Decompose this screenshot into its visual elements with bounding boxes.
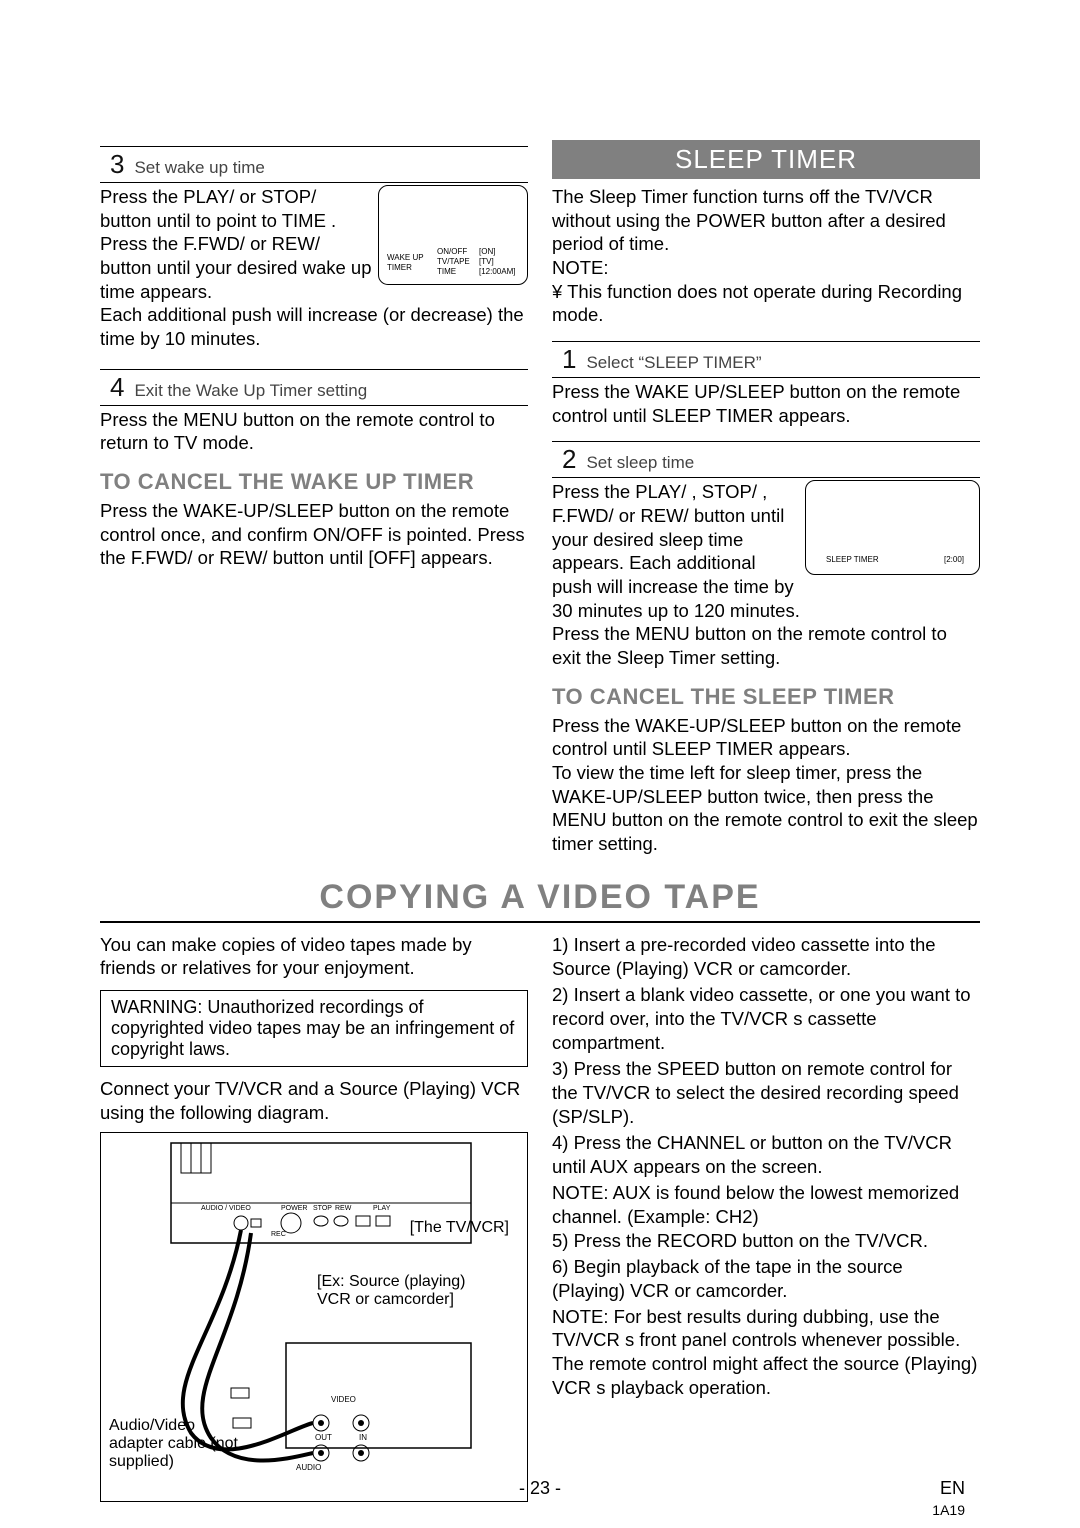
copy-steps-2: 5) Press the RECORD button on the TV/VCR…	[552, 1229, 980, 1303]
copy-right: 1) Insert a pre-recorded video cassette …	[552, 933, 980, 1503]
step-4-num: 4	[100, 372, 124, 403]
copy-intro: You can make copies of video tapes made …	[100, 933, 528, 980]
step-3-label: Set wake up time	[134, 158, 264, 178]
copy-connect: Connect your TV/VCR and a Source (Playin…	[100, 1077, 528, 1124]
osd-l8: [12:00AM]	[479, 267, 515, 276]
page-code: 1A19	[932, 1502, 965, 1518]
diagram-av: AUDIO / VIDEO	[201, 1205, 251, 1212]
sleep-column: SLEEP TIMER The Sleep Timer function tur…	[552, 140, 980, 856]
sleep-step2-label: Set sleep time	[586, 453, 694, 473]
wakeup-column: 3 Set wake up time WAKE UP TIMER ON/OFF …	[100, 140, 528, 856]
step-3-wrap: WAKE UP TIMER ON/OFF TV/TAPE TIME [ON] […	[100, 185, 528, 351]
diagram-audio: AUDIO	[296, 1463, 321, 1472]
sleep-step1-num: 1	[552, 344, 576, 375]
sleep-banner: SLEEP TIMER	[552, 140, 980, 179]
diagram-cable-label: Audio/Video adapter cable (not supplied)	[109, 1417, 239, 1471]
diagram-pwr: POWER	[281, 1205, 307, 1212]
diagram-src-label: [Ex: Source (playing) VCR or camcorder]	[317, 1273, 497, 1309]
sleep-intro: The Sleep Timer function turns off the T…	[552, 185, 980, 280]
timer-section: 3 Set wake up time WAKE UP TIMER ON/OFF …	[100, 140, 980, 856]
copy-step-5: 5) Press the RECORD button on the TV/VCR…	[552, 1229, 980, 1253]
copy-left: You can make copies of video tapes made …	[100, 933, 528, 1503]
page-number: - 23 -	[519, 1478, 561, 1499]
copy-note1: NOTE: AUX is found below the lowest memo…	[552, 1181, 980, 1228]
diagram-out: OUT	[315, 1433, 332, 1442]
osd-l1: WAKE UP	[387, 253, 424, 262]
sleep-note: ¥ This function does not operate during …	[552, 280, 980, 327]
osd-l3: ON/OFF	[437, 247, 467, 256]
osd-l2: TIMER	[387, 263, 412, 272]
step-4-label: Exit the Wake Up Timer setting	[134, 381, 367, 401]
copy-rule	[100, 921, 980, 923]
cancel-wakeup-heading: TO CANCEL THE WAKE UP TIMER	[100, 469, 528, 495]
copy-step-3: 3) Press the SPEED button on remote cont…	[552, 1057, 980, 1129]
copy-step-6: 6) Begin playback of the tape in the sou…	[552, 1255, 980, 1303]
diagram-stop: STOP	[313, 1205, 332, 1212]
page-lang: EN	[940, 1478, 965, 1499]
wakeup-osd: WAKE UP TIMER ON/OFF TV/TAPE TIME [ON] […	[378, 185, 528, 285]
step-4-header: 4 Exit the Wake Up Timer setting	[100, 369, 528, 406]
osd-l6: [ON]	[479, 247, 495, 256]
sleep-osd: SLEEP TIMER [2:00]	[805, 480, 980, 575]
sleep-osd-l2: [2:00]	[944, 555, 964, 564]
copy-warning: WARNING: Unauthorized recordings of copy…	[100, 990, 528, 1067]
copy-steps: 1) Insert a pre-recorded video cassette …	[552, 933, 980, 1179]
osd-l7: [TV]	[479, 257, 494, 266]
sleep-step1-label: Select “SLEEP TIMER”	[586, 353, 761, 373]
diagram-video: VIDEO	[331, 1395, 356, 1404]
sleep-step1-body: Press the WAKE UP/SLEEP button on the re…	[552, 380, 980, 427]
sleep-osd-l1: SLEEP TIMER	[826, 555, 879, 564]
sleep-step1-header: 1 Select “SLEEP TIMER”	[552, 341, 980, 378]
sleep-step2-wrap: SLEEP TIMER [2:00] Press the PLAY/ , STO…	[552, 480, 980, 669]
cancel-wakeup-body: Press the WAKE-UP/SLEEP button on the re…	[100, 499, 528, 570]
step-3-header: 3 Set wake up time	[100, 146, 528, 183]
osd-l4: TV/TAPE	[437, 257, 470, 266]
copy-title: COPYING A VIDEO TAPE	[100, 878, 980, 917]
copy-note2: NOTE: For best results during dubbing, u…	[552, 1305, 980, 1400]
copy-step-2: 2) Insert a blank video cassette, or one…	[552, 983, 980, 1055]
diagram-in: IN	[359, 1433, 367, 1442]
copy-step-4: 4) Press the CHANNEL or button on the TV…	[552, 1131, 980, 1179]
diagram-tvvcr-label: [The TV/VCR]	[410, 1219, 509, 1237]
step-4-body: Press the MENU button on the remote cont…	[100, 408, 528, 455]
diagram-rec: REC	[271, 1231, 286, 1238]
osd-l5: TIME	[437, 267, 456, 276]
copy-section: You can make copies of video tapes made …	[100, 933, 980, 1503]
cancel-sleep-body: Press the WAKE-UP/SLEEP button on the re…	[552, 714, 980, 856]
sleep-step2-header: 2 Set sleep time	[552, 441, 980, 478]
copy-step-1: 1) Insert a pre-recorded video cassette …	[552, 933, 980, 981]
diagram-rew: REW	[335, 1205, 351, 1212]
step-3-num: 3	[100, 149, 124, 180]
connection-diagram: [The TV/VCR] [Ex: Source (playing) VCR o…	[100, 1132, 528, 1502]
cancel-sleep-heading: TO CANCEL THE SLEEP TIMER	[552, 684, 980, 710]
sleep-step2-num: 2	[552, 444, 576, 475]
diagram-play: PLAY	[373, 1205, 390, 1212]
